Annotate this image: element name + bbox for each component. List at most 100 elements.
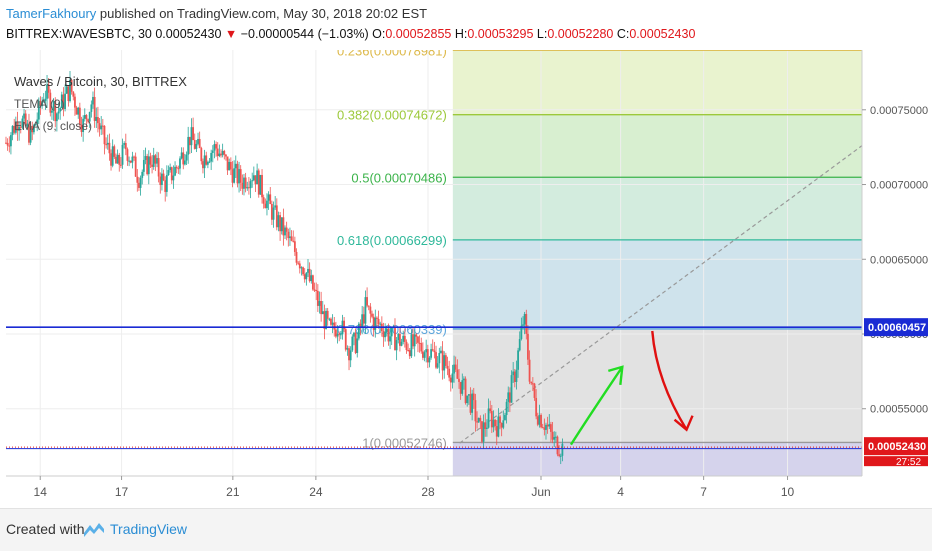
legend-title: Waves / Bitcoin, 30, BITTREX <box>14 74 187 89</box>
candle-body <box>353 332 355 337</box>
candle-body <box>540 414 542 428</box>
candle-body <box>241 182 244 189</box>
candle-body <box>374 317 377 330</box>
candle-body <box>443 355 446 371</box>
candle-body <box>533 383 536 398</box>
tradingview-brand-link[interactable]: TradingView <box>110 521 188 537</box>
candle-body <box>399 333 401 346</box>
candle-body <box>185 154 188 161</box>
candle-body <box>141 171 144 178</box>
candle-body <box>243 177 245 189</box>
candle-body <box>8 145 11 147</box>
candle-body <box>284 227 286 236</box>
candle-body <box>208 161 211 163</box>
candle-body <box>535 397 538 417</box>
candle-body <box>338 333 341 335</box>
price-chart[interactable]: 0.236(0.00078981) 0.382(0.00074672) 0.5(0.… <box>0 43 932 508</box>
last-price: 0.00052430 <box>155 27 222 41</box>
date-tick-label: Jun <box>531 485 550 499</box>
candle-body <box>369 306 372 314</box>
candle-body <box>471 393 474 413</box>
price-axis[interactable]: 0.000750000.000700000.000650000.00060000… <box>861 50 928 476</box>
candle-body <box>274 205 277 208</box>
candle-body <box>54 100 57 122</box>
candle-body <box>188 136 191 146</box>
candle-body <box>131 156 134 163</box>
legend-ema[interactable]: EMA (9, close) <box>14 119 92 133</box>
candle-body <box>44 98 47 101</box>
candle-body <box>385 328 388 332</box>
candle-body <box>190 127 193 146</box>
candle-body <box>249 181 252 189</box>
candle-body <box>87 119 89 122</box>
grid <box>6 50 862 476</box>
candle-body <box>182 152 185 165</box>
candle-body <box>78 107 81 125</box>
fib-zone <box>452 328 862 443</box>
legend-tema[interactable]: TEMA (9) <box>14 97 65 111</box>
candle-body <box>23 113 25 119</box>
candle-body <box>69 79 71 101</box>
candle-body <box>187 136 190 155</box>
candle-body <box>499 416 501 424</box>
countdown-label: 27:52 <box>896 457 921 468</box>
candle-body <box>354 332 357 353</box>
candle-body <box>456 369 459 379</box>
fib-zone <box>452 239 862 329</box>
date-tick-label: 4 <box>617 485 624 499</box>
candle-body <box>545 424 547 430</box>
author-link[interactable]: TamerFakhoury <box>6 6 97 21</box>
candle-body <box>167 170 170 175</box>
candle-body <box>10 135 12 147</box>
candle-body <box>431 349 434 351</box>
candle-body <box>165 174 168 192</box>
candle-body <box>244 177 247 189</box>
candle-body <box>74 96 76 108</box>
candle-body <box>494 419 497 427</box>
candle-body <box>72 91 75 97</box>
low-value: 0.00052280 <box>547 27 614 41</box>
candle-body <box>121 144 124 165</box>
fib-zones <box>452 50 862 476</box>
candle-body <box>320 301 323 315</box>
candle-body <box>277 215 280 228</box>
candle-body <box>180 152 183 159</box>
candle-body <box>177 168 180 170</box>
candle-body <box>436 363 439 368</box>
candle-body <box>134 156 137 177</box>
date-tick-label: 17 <box>115 485 129 499</box>
candle-body <box>239 169 242 183</box>
candle-body <box>408 350 411 357</box>
candle-body <box>477 417 480 423</box>
candle-body <box>449 377 452 383</box>
candle-body <box>469 394 472 413</box>
price-change: −0.00000544 (−1.03%) <box>240 27 369 41</box>
candle-body <box>75 107 78 115</box>
green-arrow-icon <box>569 366 624 446</box>
candle-body <box>307 268 309 273</box>
current-price-label: 0.00052430 <box>868 441 926 453</box>
candle-body <box>34 124 37 126</box>
candle-body <box>138 182 140 188</box>
candle-body <box>441 350 444 371</box>
overlays <box>6 326 862 450</box>
candle-body <box>246 187 249 189</box>
candle-body <box>346 348 349 350</box>
candle-body <box>169 167 172 171</box>
symbol-info-bar: BITTREX:WAVESBTC, 30 0.00052430 ▼ −0.000… <box>6 27 695 41</box>
close-label: C: <box>616 27 630 41</box>
candle-body <box>351 336 354 351</box>
candle-body <box>495 426 498 437</box>
hline-price-badge <box>864 318 928 337</box>
date-tick-label: 10 <box>781 485 795 499</box>
candle-body <box>448 368 451 378</box>
candle-body <box>261 174 263 198</box>
date-tick-label: 28 <box>421 485 435 499</box>
candle-body <box>328 318 331 320</box>
date-axis[interactable]: 14 17 21 24 28 Jun 4 7 10 <box>6 475 862 499</box>
chart-area[interactable]: 0.236(0.00078981) 0.382(0.00074672) 0.5(0.… <box>0 43 932 508</box>
candle-body <box>313 289 316 291</box>
candle-body <box>472 393 475 401</box>
candle-body <box>364 297 367 324</box>
candle-body <box>302 267 304 275</box>
